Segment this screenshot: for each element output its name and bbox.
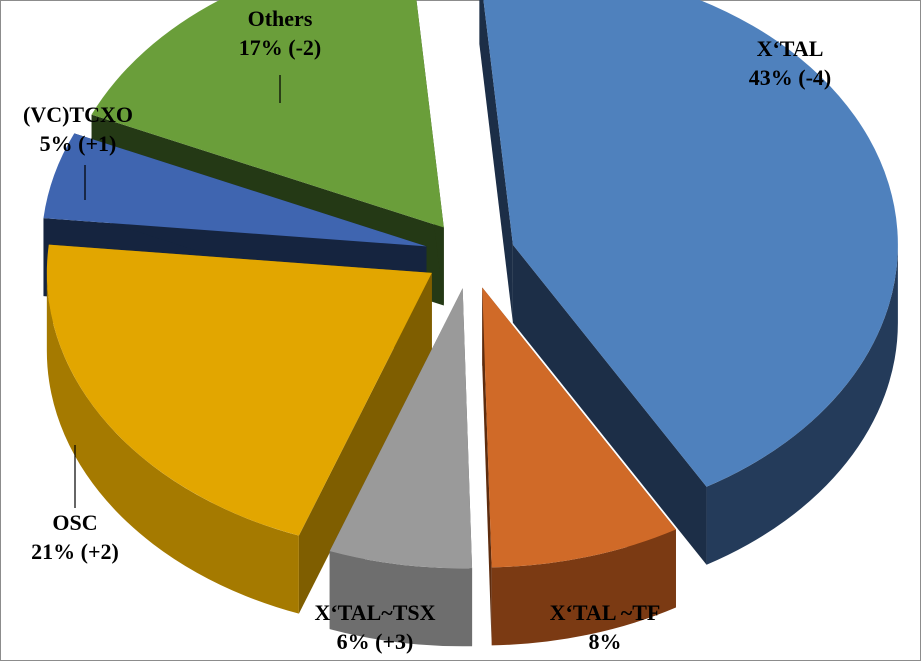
slice-label-2-value: 6% (+3)	[337, 629, 414, 654]
slice-label-5-name: Others	[248, 6, 313, 31]
pie-slice-5	[91, 0, 444, 228]
slice-label-0-value: 43% (-4)	[749, 65, 831, 90]
pie-slice-4	[43, 133, 427, 247]
slice-wall-1-1	[482, 287, 492, 646]
slice-wall-3-0	[298, 272, 432, 614]
slice-wall-0-1	[512, 244, 707, 565]
slice-label-1-name: X‘TAL ~TF	[550, 600, 661, 625]
pie-slice-3	[46, 244, 432, 536]
slice-label-1-value: 8%	[589, 629, 622, 654]
pie-slice-1	[482, 287, 676, 568]
slice-wall-0-0	[479, 0, 513, 323]
leader-lines	[74, 75, 281, 508]
slice-label-0-name: X‘TAL	[757, 36, 824, 61]
slice-label-3-name: OSC	[52, 510, 97, 535]
pie-slice-0	[483, 0, 898, 487]
slice-label-4-name: (VC)TCXO	[23, 102, 133, 127]
slice-label-4-value: 5% (+1)	[40, 131, 117, 156]
slice-side-1-0	[491, 529, 676, 646]
pie-top-layer	[43, 0, 898, 569]
slice-side-0-0	[706, 244, 898, 565]
slice-label-3-value: 21% (+2)	[31, 539, 119, 564]
slice-side-3-0	[46, 272, 299, 614]
slice-labels: X‘TAL 43% (-4) X‘TAL ~TF 8% X‘TAL~TSX 6% (+3)…	[23, 6, 831, 654]
slice-label-2-name: X‘TAL~TSX	[314, 600, 435, 625]
slice-side-2-0	[329, 551, 473, 647]
slice-label-5-value: 17% (-2)	[239, 35, 321, 60]
pie-slice-2	[329, 288, 473, 569]
